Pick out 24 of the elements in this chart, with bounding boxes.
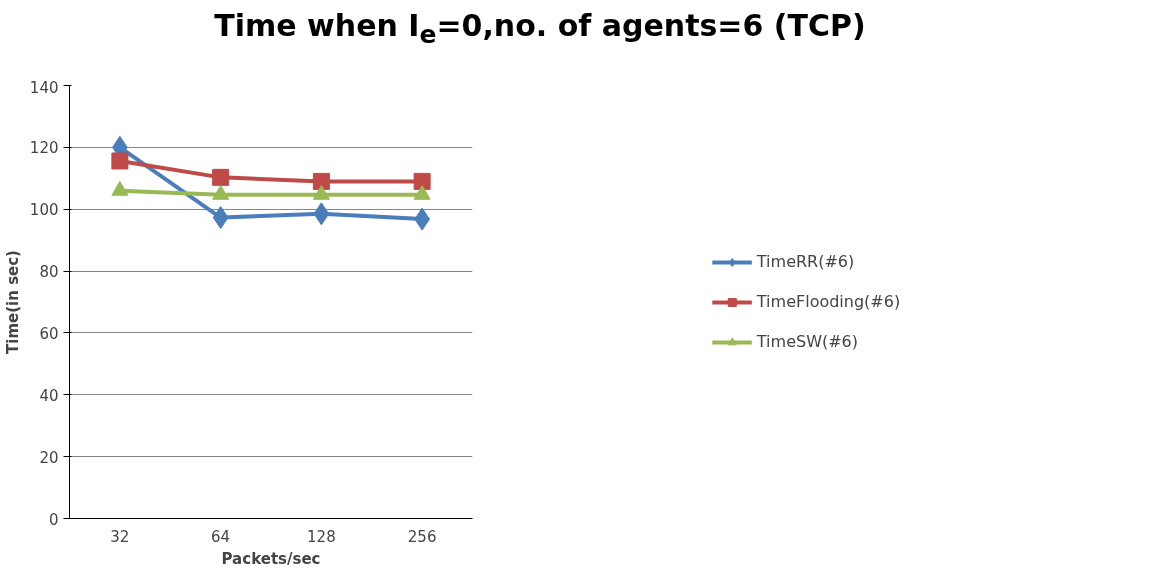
point [312, 172, 330, 190]
y-tick-label: 20 [39, 448, 59, 467]
y-tick-label: 120 [29, 139, 59, 158]
x-tick-label: 32 [110, 527, 130, 546]
y-tick-label: 100 [29, 201, 59, 220]
point [111, 152, 129, 170]
y-tick-label: 80 [39, 263, 59, 282]
y-axis-title: Time(in sec) [3, 250, 22, 354]
y-tick-label: 40 [39, 386, 59, 405]
legend-label: TimeFlooding(#6) [756, 292, 901, 311]
y-tick-label: 60 [39, 324, 59, 343]
legend-label: TimeSW(#6) [756, 332, 859, 351]
y-tick-label: 140 [29, 78, 59, 97]
text: Time when I$_{e}$=0,no. of agents=6 (TCP) [213, 7, 867, 51]
legend-label: TimeRR(#6) [756, 252, 855, 271]
point [313, 202, 330, 226]
point [413, 172, 431, 190]
point [212, 206, 229, 230]
x-tick-label: 256 [407, 527, 437, 546]
y-tick-label: 0 [48, 510, 59, 529]
x-axis-title: Packets/sec [221, 549, 321, 568]
point [212, 168, 230, 186]
x-tick-label: 128 [307, 527, 336, 546]
x-tick-label: 64 [211, 527, 231, 546]
